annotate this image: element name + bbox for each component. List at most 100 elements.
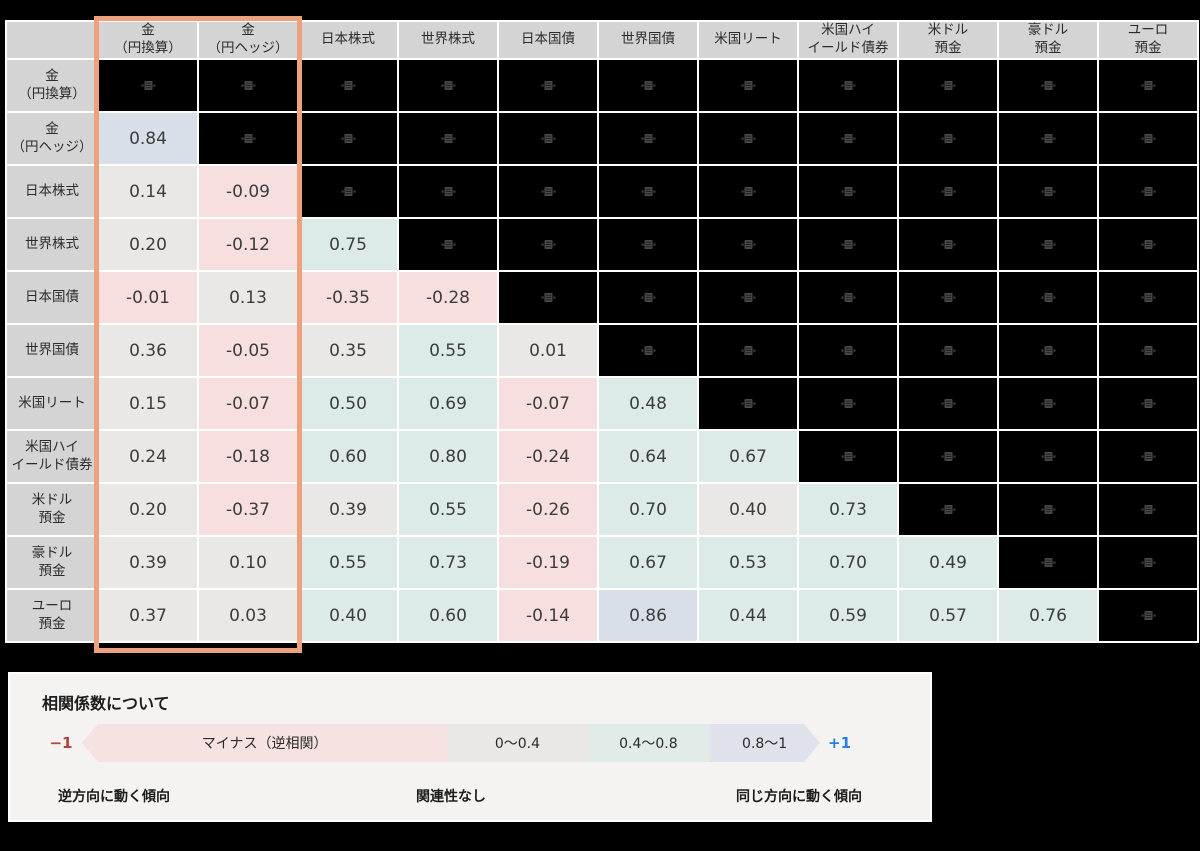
image-placeholder-icon bbox=[841, 240, 855, 249]
masked-cell bbox=[599, 113, 697, 164]
image-placeholder-icon bbox=[241, 81, 255, 90]
label-line: ユーロ bbox=[31, 597, 73, 614]
row-header: ユーロ 預金 bbox=[7, 590, 97, 641]
caption-inverse-correlation: 逆方向に動く傾向 bbox=[58, 789, 170, 805]
correlation-table: 金（円換算）金（円ヘッジ） 日本株式 世界株式 日本国債 世界国債 米国リート 米国ハイ イー… bbox=[5, 20, 1199, 643]
label-line: 米国リート bbox=[18, 394, 86, 411]
row-header: 世界株式 bbox=[7, 219, 97, 270]
image-placeholder-icon bbox=[741, 187, 755, 196]
value-cell: 0.20 bbox=[99, 219, 197, 270]
masked-cell bbox=[299, 60, 397, 111]
label-line: 預金 bbox=[1134, 40, 1162, 56]
masked-cell bbox=[1099, 166, 1197, 217]
value-cell: 0.76 bbox=[999, 590, 1097, 641]
value-cell: 0.80 bbox=[399, 431, 497, 482]
label-line: 米国ハイ bbox=[821, 22, 875, 39]
scale-segment: 0.8〜1 bbox=[709, 724, 820, 762]
value-cell: -0.09 bbox=[199, 166, 297, 217]
image-placeholder-icon bbox=[741, 399, 755, 408]
label-line: 預金 bbox=[38, 509, 66, 526]
masked-cell bbox=[899, 484, 997, 535]
image-placeholder-icon bbox=[441, 187, 455, 196]
image-placeholder-icon bbox=[1141, 452, 1155, 461]
masked-cell bbox=[399, 60, 497, 111]
masked-cell bbox=[899, 378, 997, 429]
masked-cell bbox=[499, 272, 597, 323]
scale-min-label: −1 bbox=[49, 734, 73, 752]
image-placeholder-icon bbox=[841, 81, 855, 90]
label-line: 米国リート bbox=[714, 31, 782, 48]
value-cell: 0.39 bbox=[99, 537, 197, 588]
image-placeholder-icon bbox=[241, 134, 255, 143]
value-cell: -0.01 bbox=[99, 272, 197, 323]
image-placeholder-icon bbox=[541, 240, 555, 249]
image-placeholder-icon bbox=[941, 346, 955, 355]
image-placeholder-icon bbox=[1141, 293, 1155, 302]
scale-bar: マイナス（逆相関） 0〜0.4 0.4〜0.8 0.8〜1 bbox=[82, 724, 820, 762]
value-cell: -0.35 bbox=[299, 272, 397, 323]
column-header: 米国リート bbox=[699, 22, 797, 58]
scale-max-label: +1 bbox=[828, 734, 852, 752]
masked-cell bbox=[1099, 484, 1197, 535]
value-cell: -0.07 bbox=[499, 378, 597, 429]
image-placeholder-icon bbox=[541, 134, 555, 143]
masked-cell bbox=[399, 166, 497, 217]
masked-cell bbox=[799, 325, 897, 376]
value-cell: 0.73 bbox=[399, 537, 497, 588]
row-header: 豪ドル 預金 bbox=[7, 537, 97, 588]
value-cell: 0.55 bbox=[399, 484, 497, 535]
image-placeholder-icon bbox=[1141, 346, 1155, 355]
value-cell: 0.40 bbox=[299, 590, 397, 641]
masked-cell bbox=[699, 325, 797, 376]
label-line: 日本国債 bbox=[521, 31, 575, 48]
masked-cell bbox=[699, 219, 797, 270]
label-line: 豪ドル bbox=[31, 544, 73, 561]
value-cell: 0.13 bbox=[199, 272, 297, 323]
masked-cell bbox=[699, 378, 797, 429]
label-line: 預金 bbox=[1034, 40, 1062, 56]
masked-cell bbox=[399, 113, 497, 164]
value-cell: 0.75 bbox=[299, 219, 397, 270]
value-cell: 0.20 bbox=[99, 484, 197, 535]
label-line: 世界国債 bbox=[621, 31, 675, 48]
masked-cell bbox=[899, 60, 997, 111]
value-cell: 0.67 bbox=[599, 537, 697, 588]
masked-cell bbox=[699, 272, 797, 323]
value-cell: 0.55 bbox=[399, 325, 497, 376]
value-cell: 0.60 bbox=[399, 590, 497, 641]
value-cell: 0.36 bbox=[99, 325, 197, 376]
row-header: 日本株式 bbox=[7, 166, 97, 217]
masked-cell bbox=[999, 378, 1097, 429]
value-cell: 0.49 bbox=[899, 537, 997, 588]
masked-cell bbox=[999, 60, 1097, 111]
masked-cell bbox=[499, 60, 597, 111]
image-placeholder-icon bbox=[741, 346, 755, 355]
value-cell: 0.84 bbox=[99, 113, 197, 164]
value-cell: 0.10 bbox=[199, 537, 297, 588]
value-cell: 0.70 bbox=[799, 537, 897, 588]
masked-cell bbox=[699, 166, 797, 217]
row-header: 世界国債 bbox=[7, 325, 97, 376]
masked-cell bbox=[999, 272, 1097, 323]
image-placeholder-icon bbox=[341, 81, 355, 90]
masked-cell bbox=[799, 166, 897, 217]
image-placeholder-icon bbox=[1141, 240, 1155, 249]
masked-cell bbox=[999, 431, 1097, 482]
image-placeholder-icon bbox=[641, 293, 655, 302]
image-placeholder-icon bbox=[1141, 611, 1155, 620]
image-placeholder-icon bbox=[1141, 81, 1155, 90]
image-placeholder-icon bbox=[941, 293, 955, 302]
image-placeholder-icon bbox=[1041, 81, 1055, 90]
value-cell: 0.15 bbox=[99, 378, 197, 429]
masked-cell bbox=[299, 166, 397, 217]
label-line: （円換算） bbox=[114, 40, 182, 56]
label-line: 世界国債 bbox=[25, 341, 79, 358]
masked-cell bbox=[999, 537, 1097, 588]
value-cell: 0.59 bbox=[799, 590, 897, 641]
masked-cell bbox=[999, 219, 1097, 270]
label-line: 日本株式 bbox=[25, 182, 79, 199]
value-cell: 0.69 bbox=[399, 378, 497, 429]
value-cell: -0.24 bbox=[499, 431, 597, 482]
masked-cell bbox=[1099, 325, 1197, 376]
